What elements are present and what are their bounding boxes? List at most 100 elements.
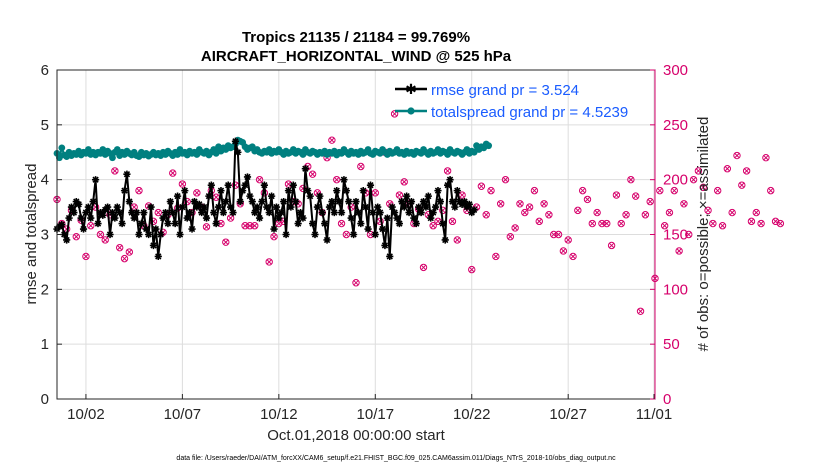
obs-possible-marker (246, 222, 254, 230)
rmse-point (217, 187, 225, 195)
obs-possible-marker (530, 186, 539, 195)
rmse-point (234, 148, 242, 156)
obs-assimilated-marker (565, 237, 571, 243)
rmse-point (316, 192, 324, 200)
rmse-point (113, 203, 121, 211)
obs-possible-marker (96, 230, 105, 239)
rmse-point (173, 192, 182, 200)
obs-assimilated-marker (358, 163, 364, 170)
rmse-point (202, 214, 211, 222)
obs-possible-marker (665, 208, 674, 217)
obs-possible-marker (448, 217, 457, 226)
obs-assimilated-marker (170, 170, 176, 176)
rmse-point (263, 203, 271, 211)
obs-count-point (333, 175, 341, 184)
obs-count-point (448, 217, 457, 226)
rmse-point (200, 203, 208, 211)
obs-possible-marker (111, 167, 119, 175)
y-tick-label-right: 300 (663, 62, 688, 79)
totalspread-point (109, 154, 116, 162)
rmse-point (248, 198, 256, 206)
x-tick-label: 10/07 (164, 406, 202, 423)
obs-count-point (487, 186, 495, 195)
obs-assimilated-marker (647, 198, 653, 205)
obs-count-point (342, 230, 351, 239)
obs-count-point (641, 211, 650, 219)
rmse-point (400, 203, 408, 211)
obs-count-point (120, 254, 129, 263)
obs-assimilated-marker (372, 190, 378, 196)
rmse-point (212, 219, 220, 228)
obs-possible-marker (757, 219, 765, 228)
obs-assimilated-marker (498, 201, 504, 207)
obs-assimilated-marker (560, 248, 567, 254)
obs-possible-marker (617, 219, 625, 228)
obs-count-point (255, 175, 264, 184)
rmse-point (63, 236, 71, 244)
rmse-point (229, 208, 237, 217)
obs-assimilated-marker (493, 253, 499, 260)
obs-count-point (603, 219, 611, 228)
obs-count-point (125, 248, 134, 256)
obs-possible-marker (154, 208, 162, 217)
rmse-point (381, 241, 389, 250)
rmse-point (258, 198, 266, 206)
rmse-point (364, 225, 372, 233)
obs-count-point (265, 258, 273, 266)
obs-count-point (222, 238, 230, 246)
legend-marker-totalspread (407, 107, 415, 115)
rmse-point (417, 208, 425, 217)
obs-assimilated-marker (753, 209, 759, 216)
obs-count-point (352, 279, 360, 287)
rmse-point (465, 200, 473, 208)
obs-possible-marker (178, 180, 187, 188)
chart-subtitle: AIRCRAFT_HORIZONTAL_WIND @ 525 hPa (201, 48, 512, 65)
obs-assimilated-marker (449, 218, 456, 224)
rmse-point (265, 208, 273, 217)
obs-count-point (87, 222, 95, 230)
rmse-point (446, 176, 454, 184)
rmse-point (453, 187, 461, 195)
rmse-point (77, 214, 85, 222)
y-axis-label-right: # of obs: o=possible; ×=assimilated (695, 117, 712, 352)
obs-possible-marker (516, 200, 524, 208)
obs-assimilated-marker (642, 212, 649, 218)
rmse-point (272, 203, 281, 211)
obs-assimilated-marker (121, 255, 128, 262)
obs-assimilated-marker (517, 201, 523, 207)
obs-count-point (728, 208, 736, 217)
rmse-point (388, 203, 396, 211)
y-tick-label-right: 50 (663, 336, 680, 353)
rmse-point (87, 214, 95, 222)
rmse-point (277, 208, 285, 217)
rmse-point (369, 208, 377, 217)
rmse-point (207, 181, 215, 189)
rmse-point (280, 198, 288, 206)
obs-possible-marker (699, 183, 707, 192)
obs-possible-marker (395, 191, 404, 199)
obs-assimilated-marker (329, 137, 335, 143)
rmse-point (335, 198, 343, 206)
rmse-point (198, 208, 206, 217)
obs-possible-marker (511, 224, 519, 232)
obs-assimilated-marker (512, 225, 518, 231)
obs-possible-marker (593, 208, 601, 217)
obs-count-point (101, 236, 109, 244)
data-file-footnote: data file: /Users/raeder/DAI/ATM_forcXX/… (176, 455, 616, 462)
obs-possible-marker (101, 236, 109, 244)
obs-count-point (111, 167, 119, 175)
obs-assimilated-marker (575, 207, 581, 214)
rmse-point (311, 230, 319, 239)
obs-count-point (545, 211, 553, 219)
obs-assimilated-marker (194, 190, 200, 196)
rmse-point (164, 219, 172, 228)
obs-assimilated-marker (218, 220, 224, 227)
obs-count-point (646, 197, 654, 206)
rmse-point (398, 198, 406, 206)
totalspread-point (485, 142, 493, 150)
rmse-point (111, 214, 119, 222)
obs-assimilated-marker (478, 183, 485, 189)
rmse-point (58, 221, 66, 229)
x-tick-label: 10/22 (453, 406, 491, 423)
obs-assimilated-marker (155, 209, 161, 216)
